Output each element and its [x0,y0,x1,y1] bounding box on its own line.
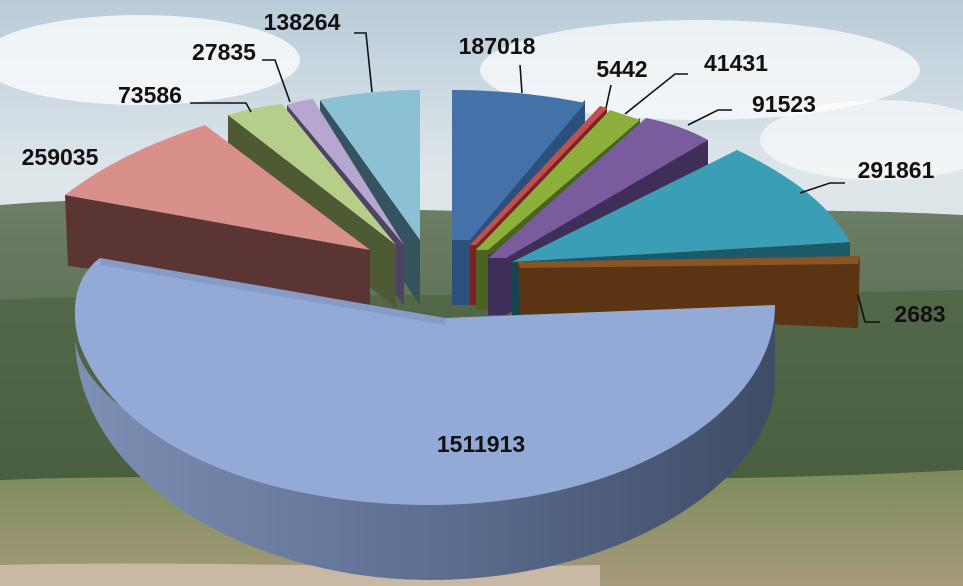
data-label-7: 259035 [22,144,99,170]
data-label-0: 187018 [459,33,536,59]
data-label-10: 138264 [264,9,341,35]
pie-slice-7 [65,125,370,306]
data-label-3: 91523 [752,91,816,117]
data-label-1: 5442 [596,56,647,82]
leader-lines [190,32,880,323]
data-label-9: 27835 [192,39,256,65]
data-label-2: 41431 [704,50,768,76]
pie-slice-6 [74,258,775,580]
data-label-5: 2683 [894,301,945,327]
data-label-4: 291861 [858,157,935,183]
data-label-6: 1511913 [437,431,525,457]
data-label-8: 73586 [118,82,182,108]
